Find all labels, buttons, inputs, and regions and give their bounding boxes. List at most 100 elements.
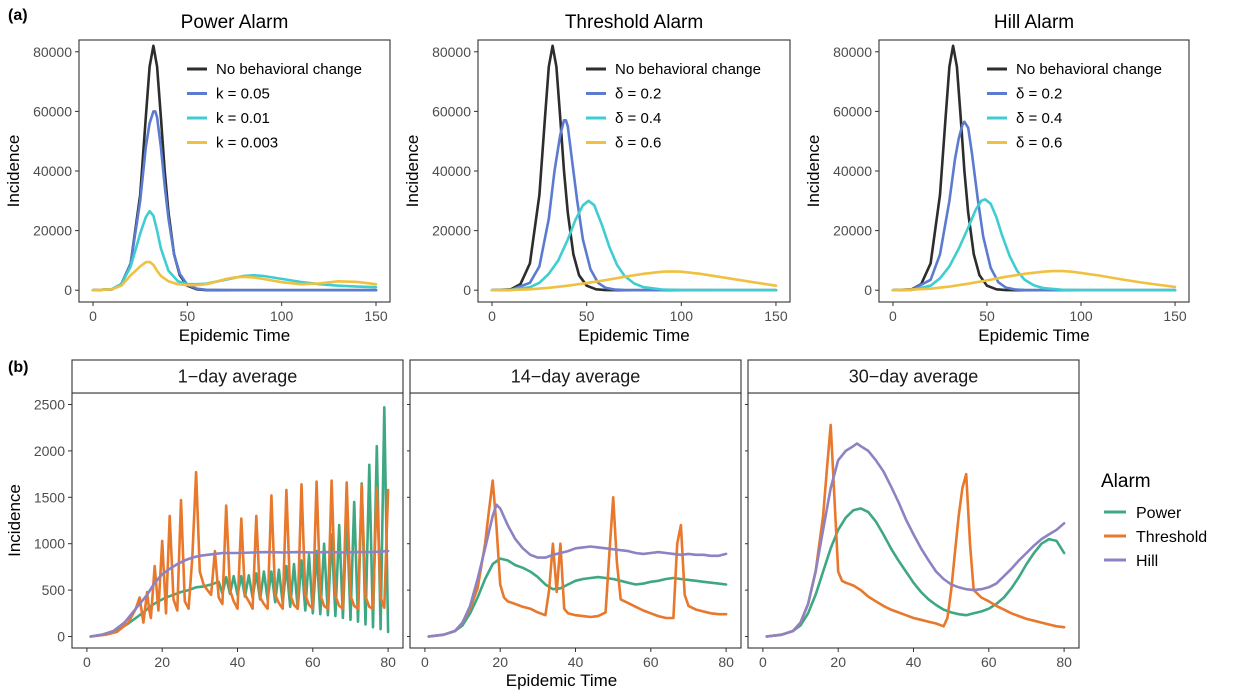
legend-label: No behavioral change — [1016, 61, 1162, 78]
x-axis-label: Epidemic Time — [506, 671, 617, 690]
x-tick-label: 150 — [764, 308, 788, 324]
x-axis-label: Epidemic Time — [978, 326, 1089, 345]
x-tick-label: 150 — [1163, 308, 1187, 324]
facet-strip — [409, 359, 742, 394]
x-tick-label: 0 — [89, 308, 97, 324]
series-line--0-6 — [490, 270, 778, 292]
y-tick-label: 80000 — [833, 44, 872, 60]
legend-label: δ = 0.2 — [1016, 86, 1062, 103]
x-tick-label: 0 — [889, 308, 897, 324]
facet-strip-label: 1−day average — [178, 367, 298, 387]
y-tick-label: 20000 — [833, 223, 872, 239]
x-tick-label: 0 — [421, 654, 429, 670]
x-tick-label: 60 — [305, 654, 321, 670]
x-tick-label: 80 — [380, 654, 396, 670]
facet-strip — [71, 359, 404, 394]
x-tick-label: 100 — [670, 308, 694, 324]
y-tick-label: 20000 — [33, 223, 72, 239]
x-tick-label: 0 — [83, 654, 91, 670]
x-tick-label: 20 — [830, 654, 846, 670]
chart-title: Threshold Alarm — [565, 12, 703, 33]
legend-label: δ = 0.4 — [615, 110, 661, 127]
series-line-k-0-003 — [91, 260, 378, 292]
y-tick-label: 80000 — [33, 44, 72, 60]
plot-frame — [878, 39, 1190, 303]
x-tick-label: 50 — [180, 308, 196, 324]
x-tick-label: 40 — [906, 654, 922, 670]
chart-a3: Hill Alarm 0 50 100 150 0 20000 40000 60000 80000… — [804, 12, 1190, 345]
series-line-threshold — [765, 423, 1066, 638]
chart-a1: Power Alarm 0 50 100 150 0 20000 40000 60000 8000… — [4, 12, 391, 345]
series-line-power — [89, 406, 390, 638]
x-tick-label: 40 — [230, 654, 246, 670]
y-tick-label: 80000 — [432, 44, 471, 60]
x-tick-label: 40 — [568, 654, 584, 670]
y-tick-label: 60000 — [833, 103, 872, 119]
y-tick-label: 2500 — [34, 396, 65, 412]
x-tick-label: 0 — [488, 308, 496, 324]
alarm-legend: Alarm Power Threshold Hill — [1101, 471, 1207, 570]
y-tick-label: 2000 — [34, 443, 65, 459]
facet-strip-label: 30−day average — [849, 367, 979, 387]
x-tick-label: 80 — [718, 654, 734, 670]
series-line-power — [427, 557, 728, 638]
series-line--0-6 — [891, 269, 1177, 292]
series-line-hill — [89, 549, 390, 638]
x-tick-label: 0 — [759, 654, 767, 670]
legend-label: k = 0.01 — [216, 110, 270, 127]
series-line--0-2 — [891, 120, 1177, 292]
chart-b1: 1−day average 0 20 40 60 80 0 500 1000 1500 2000 25… — [5, 359, 404, 670]
series-line-threshold — [89, 470, 390, 638]
series-line--0-2 — [490, 119, 778, 292]
x-axis-label: Epidemic Time — [578, 326, 689, 345]
legend-title: Alarm — [1101, 471, 1151, 492]
x-tick-label: 50 — [979, 308, 995, 324]
panel-label-a: (a) — [8, 7, 28, 24]
series-line-threshold — [427, 479, 728, 638]
chart-title: Power Alarm — [181, 12, 289, 33]
legend-label: Threshold — [1136, 529, 1207, 546]
x-tick-label: 100 — [270, 308, 294, 324]
y-tick-label: 40000 — [432, 163, 471, 179]
y-tick-label: 40000 — [33, 163, 72, 179]
x-tick-label: 60 — [643, 654, 659, 670]
legend-label: No behavioral change — [216, 61, 362, 78]
panel-label-b: (b) — [8, 359, 28, 376]
legend-label: No behavioral change — [615, 61, 761, 78]
y-tick-label: 40000 — [833, 163, 872, 179]
series-line-no-behavioral-change — [490, 44, 778, 292]
y-tick-label: 0 — [864, 282, 872, 298]
y-axis-label: Incidence — [5, 484, 24, 557]
series-line-k-0-05 — [91, 110, 378, 292]
facet-strip-label: 14−day average — [511, 367, 641, 387]
plot-frame — [477, 39, 791, 303]
chart-a2: Threshold Alarm 0 50 100 150 0 20000 40000 60000… — [403, 12, 791, 345]
legend-label: δ = 0.4 — [1016, 110, 1062, 127]
x-tick-label: 150 — [364, 308, 388, 324]
y-tick-label: 60000 — [33, 103, 72, 119]
legend-label: δ = 0.6 — [1016, 135, 1062, 152]
facet-strip — [747, 359, 1080, 394]
legend-label: δ = 0.2 — [615, 86, 661, 103]
legend-label: Power — [1136, 505, 1182, 522]
plot-frame — [747, 392, 1080, 649]
y-tick-label: 20000 — [432, 223, 471, 239]
x-tick-label: 80 — [1056, 654, 1072, 670]
x-axis-label: Epidemic Time — [179, 326, 290, 345]
y-tick-label: 0 — [57, 629, 65, 645]
y-axis-label: Incidence — [4, 135, 23, 208]
legend-label: Hill — [1136, 553, 1158, 570]
x-tick-label: 100 — [1069, 308, 1093, 324]
legend-label: δ = 0.6 — [615, 135, 661, 152]
series-line-no-behavioral-change — [891, 44, 1177, 292]
series-line--0-4 — [490, 199, 778, 292]
series-line--0-4 — [891, 198, 1177, 292]
chart-b3: 30−day average 0 20 40 60 80 — [745, 359, 1080, 670]
y-axis-label: Incidence — [804, 135, 823, 208]
x-tick-label: 50 — [579, 308, 595, 324]
series-line-power — [765, 507, 1066, 638]
plot-frame — [78, 39, 391, 303]
y-tick-label: 0 — [463, 282, 471, 298]
